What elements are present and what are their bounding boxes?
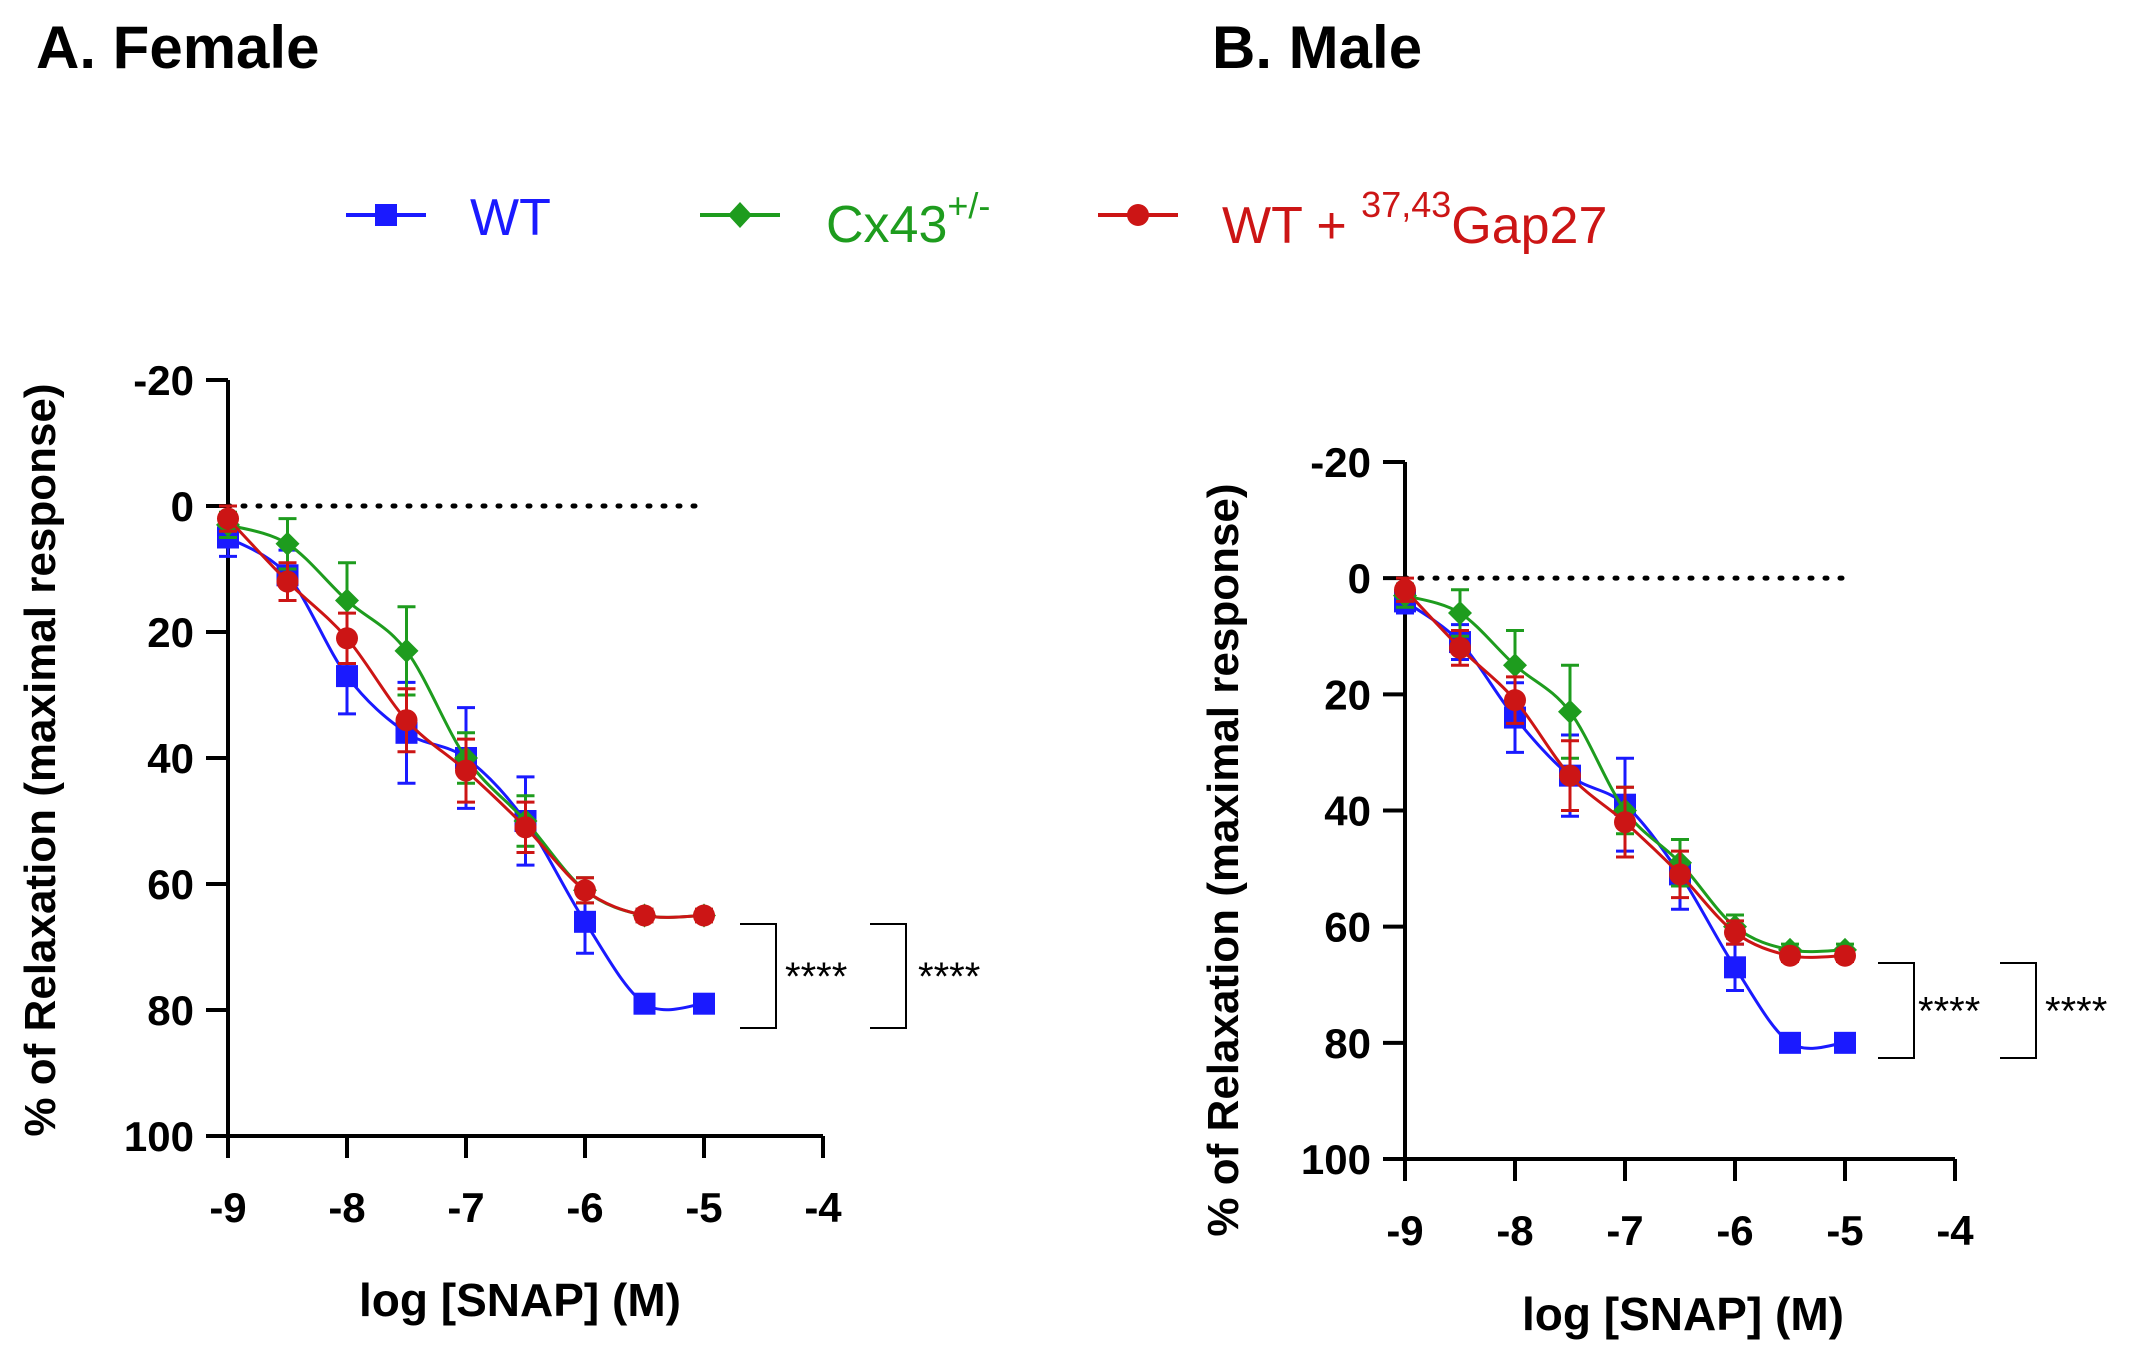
legend-gap27-sup: 37,43 bbox=[1361, 184, 1451, 225]
legend-entry-gap27: WT + 37,43Gap27 bbox=[1098, 184, 1607, 255]
panel-b-ylabel: % of Relaxation (maximal response) bbox=[1199, 483, 1248, 1236]
panel-a-significance-bracket bbox=[740, 923, 777, 1029]
panel-b-gap27-point bbox=[1449, 636, 1471, 659]
panel-b-cx43-point bbox=[1448, 601, 1472, 626]
panel-b-gap27-point bbox=[1614, 811, 1636, 834]
panel-a-x-tick-label: -7 bbox=[447, 1184, 484, 1231]
legend-entry-cx43: Cx43+/- bbox=[700, 185, 990, 254]
panel-b-wt-point bbox=[1834, 1031, 1856, 1054]
panel-b-wt-point bbox=[1724, 956, 1746, 979]
panel-a-cx43-point bbox=[335, 588, 359, 613]
panel-b-gap27-point bbox=[1394, 578, 1416, 601]
panel-b-gap27-point bbox=[1779, 944, 1801, 967]
panel-b-x-tick-label: -7 bbox=[1606, 1207, 1643, 1254]
panel-a-x-tick-label: -9 bbox=[209, 1184, 246, 1231]
panel-a-y-tick-label: 20 bbox=[147, 609, 194, 656]
panel-b-gap27-point bbox=[1669, 863, 1691, 886]
panel-a-title: A. Female bbox=[36, 14, 319, 81]
panel-a-chart: % of Relaxation (maximal response) log [… bbox=[16, 357, 980, 1326]
panel-b-x-tick-label: -9 bbox=[1386, 1207, 1423, 1254]
panel-a-gap27-point bbox=[455, 759, 477, 782]
panel-b-gap27-point bbox=[1834, 944, 1856, 967]
panel-b-cx43-point bbox=[1503, 653, 1527, 678]
panel-a-wt-point bbox=[633, 992, 656, 1015]
panel-a-x-tick-label: -6 bbox=[566, 1184, 603, 1231]
panel-b-title: B. Male bbox=[1212, 14, 1422, 81]
panel-a-significance-label: **** bbox=[785, 955, 847, 999]
panel-a-y-tick-label: 0 bbox=[171, 483, 194, 530]
panel-a-x-tick-label: -4 bbox=[804, 1184, 842, 1231]
panel-b-significance-label: **** bbox=[1918, 990, 1980, 1034]
legend-entry-wt: WT bbox=[346, 189, 551, 247]
legend-gap27-post: Gap27 bbox=[1451, 197, 1607, 255]
panel-b-gap27-point bbox=[1504, 689, 1526, 712]
legend-wt-label: WT bbox=[470, 189, 551, 247]
panel-b-chart: % of Relaxation (maximal response) log [… bbox=[1199, 439, 2107, 1340]
panel-a-wt-point bbox=[336, 665, 358, 688]
legend-wt-marker bbox=[375, 204, 397, 226]
legend-gap27-marker bbox=[1127, 204, 1149, 226]
panel-b-significance-label: **** bbox=[2045, 990, 2107, 1034]
panel-a-ylabel: % of Relaxation (maximal response) bbox=[16, 383, 65, 1136]
panel-a-cx43-point bbox=[394, 638, 419, 663]
panel-b-gap27-point bbox=[1559, 764, 1581, 787]
panel-a-x-tick-label: -5 bbox=[685, 1184, 722, 1231]
panel-a-y-tick-label: 60 bbox=[147, 861, 194, 908]
panel-b-y-tick-label: 20 bbox=[1324, 671, 1371, 718]
legend-gap27-label: WT + 37,43Gap27 bbox=[1222, 184, 1607, 255]
panel-b-significance-bracket bbox=[2000, 962, 2037, 1059]
panel-a-gap27-point bbox=[633, 904, 656, 927]
panel-a-x-tick-label: -8 bbox=[328, 1184, 365, 1231]
panel-b-significance-bracket bbox=[1878, 962, 1915, 1059]
panel-a-gap27-point bbox=[514, 816, 537, 839]
panel-b-x-tick-label: -6 bbox=[1716, 1207, 1753, 1254]
panel-a-gap27-point bbox=[574, 879, 596, 902]
panel-a-cx43-point bbox=[275, 531, 300, 556]
panel-b-x-tick-label: -8 bbox=[1496, 1207, 1533, 1254]
legend-cx43-name: Cx43 bbox=[826, 196, 947, 254]
panel-a-y-tick-label: 100 bbox=[124, 1113, 194, 1160]
panel-a-wt-point bbox=[574, 910, 596, 933]
panel-a-significance-bracket bbox=[870, 923, 907, 1029]
panel-a-gap27-point bbox=[217, 507, 239, 530]
panel-a-gap27-point bbox=[276, 570, 299, 593]
panel-b-x-tick-label: -4 bbox=[1936, 1207, 1974, 1254]
panel-a-wt-point bbox=[693, 992, 715, 1015]
panel-b-y-tick-label: 100 bbox=[1301, 1136, 1371, 1183]
panel-b-y-tick-label: 0 bbox=[1348, 555, 1371, 602]
panel-b-xlabel: log [SNAP] (M) bbox=[1522, 1288, 1844, 1340]
panel-a-gap27-point bbox=[395, 709, 418, 732]
panel-a-y-tick-label: 40 bbox=[147, 735, 194, 782]
panel-a-significance-label: **** bbox=[918, 955, 980, 999]
legend: WT Cx43+/- WT + 37,43Gap27 bbox=[346, 184, 1607, 255]
panel-b-y-tick-label: 60 bbox=[1324, 904, 1371, 951]
panel-a-y-tick-label: -20 bbox=[133, 357, 194, 404]
panel-a-gap27-point bbox=[693, 904, 715, 927]
panel-b-wt-point bbox=[1779, 1031, 1801, 1054]
panel-b-y-tick-label: 40 bbox=[1324, 788, 1371, 835]
panel-b-x-tick-label: -5 bbox=[1826, 1207, 1863, 1254]
panel-b-y-tick-label: -20 bbox=[1310, 439, 1371, 486]
panel-a-xlabel: log [SNAP] (M) bbox=[359, 1274, 681, 1326]
panel-b-y-tick-label: 80 bbox=[1324, 1020, 1371, 1067]
panel-b-gap27-point bbox=[1724, 921, 1746, 944]
legend-cx43-label: Cx43+/- bbox=[826, 185, 990, 254]
legend-cx43-marker bbox=[728, 202, 752, 228]
panel-b-cx43-point bbox=[1558, 699, 1582, 724]
legend-gap27-pre: WT + bbox=[1222, 197, 1361, 255]
legend-cx43-sup: +/- bbox=[947, 185, 990, 226]
panel-a-y-tick-label: 80 bbox=[147, 987, 194, 1034]
panel-a-gap27-point bbox=[336, 627, 358, 650]
